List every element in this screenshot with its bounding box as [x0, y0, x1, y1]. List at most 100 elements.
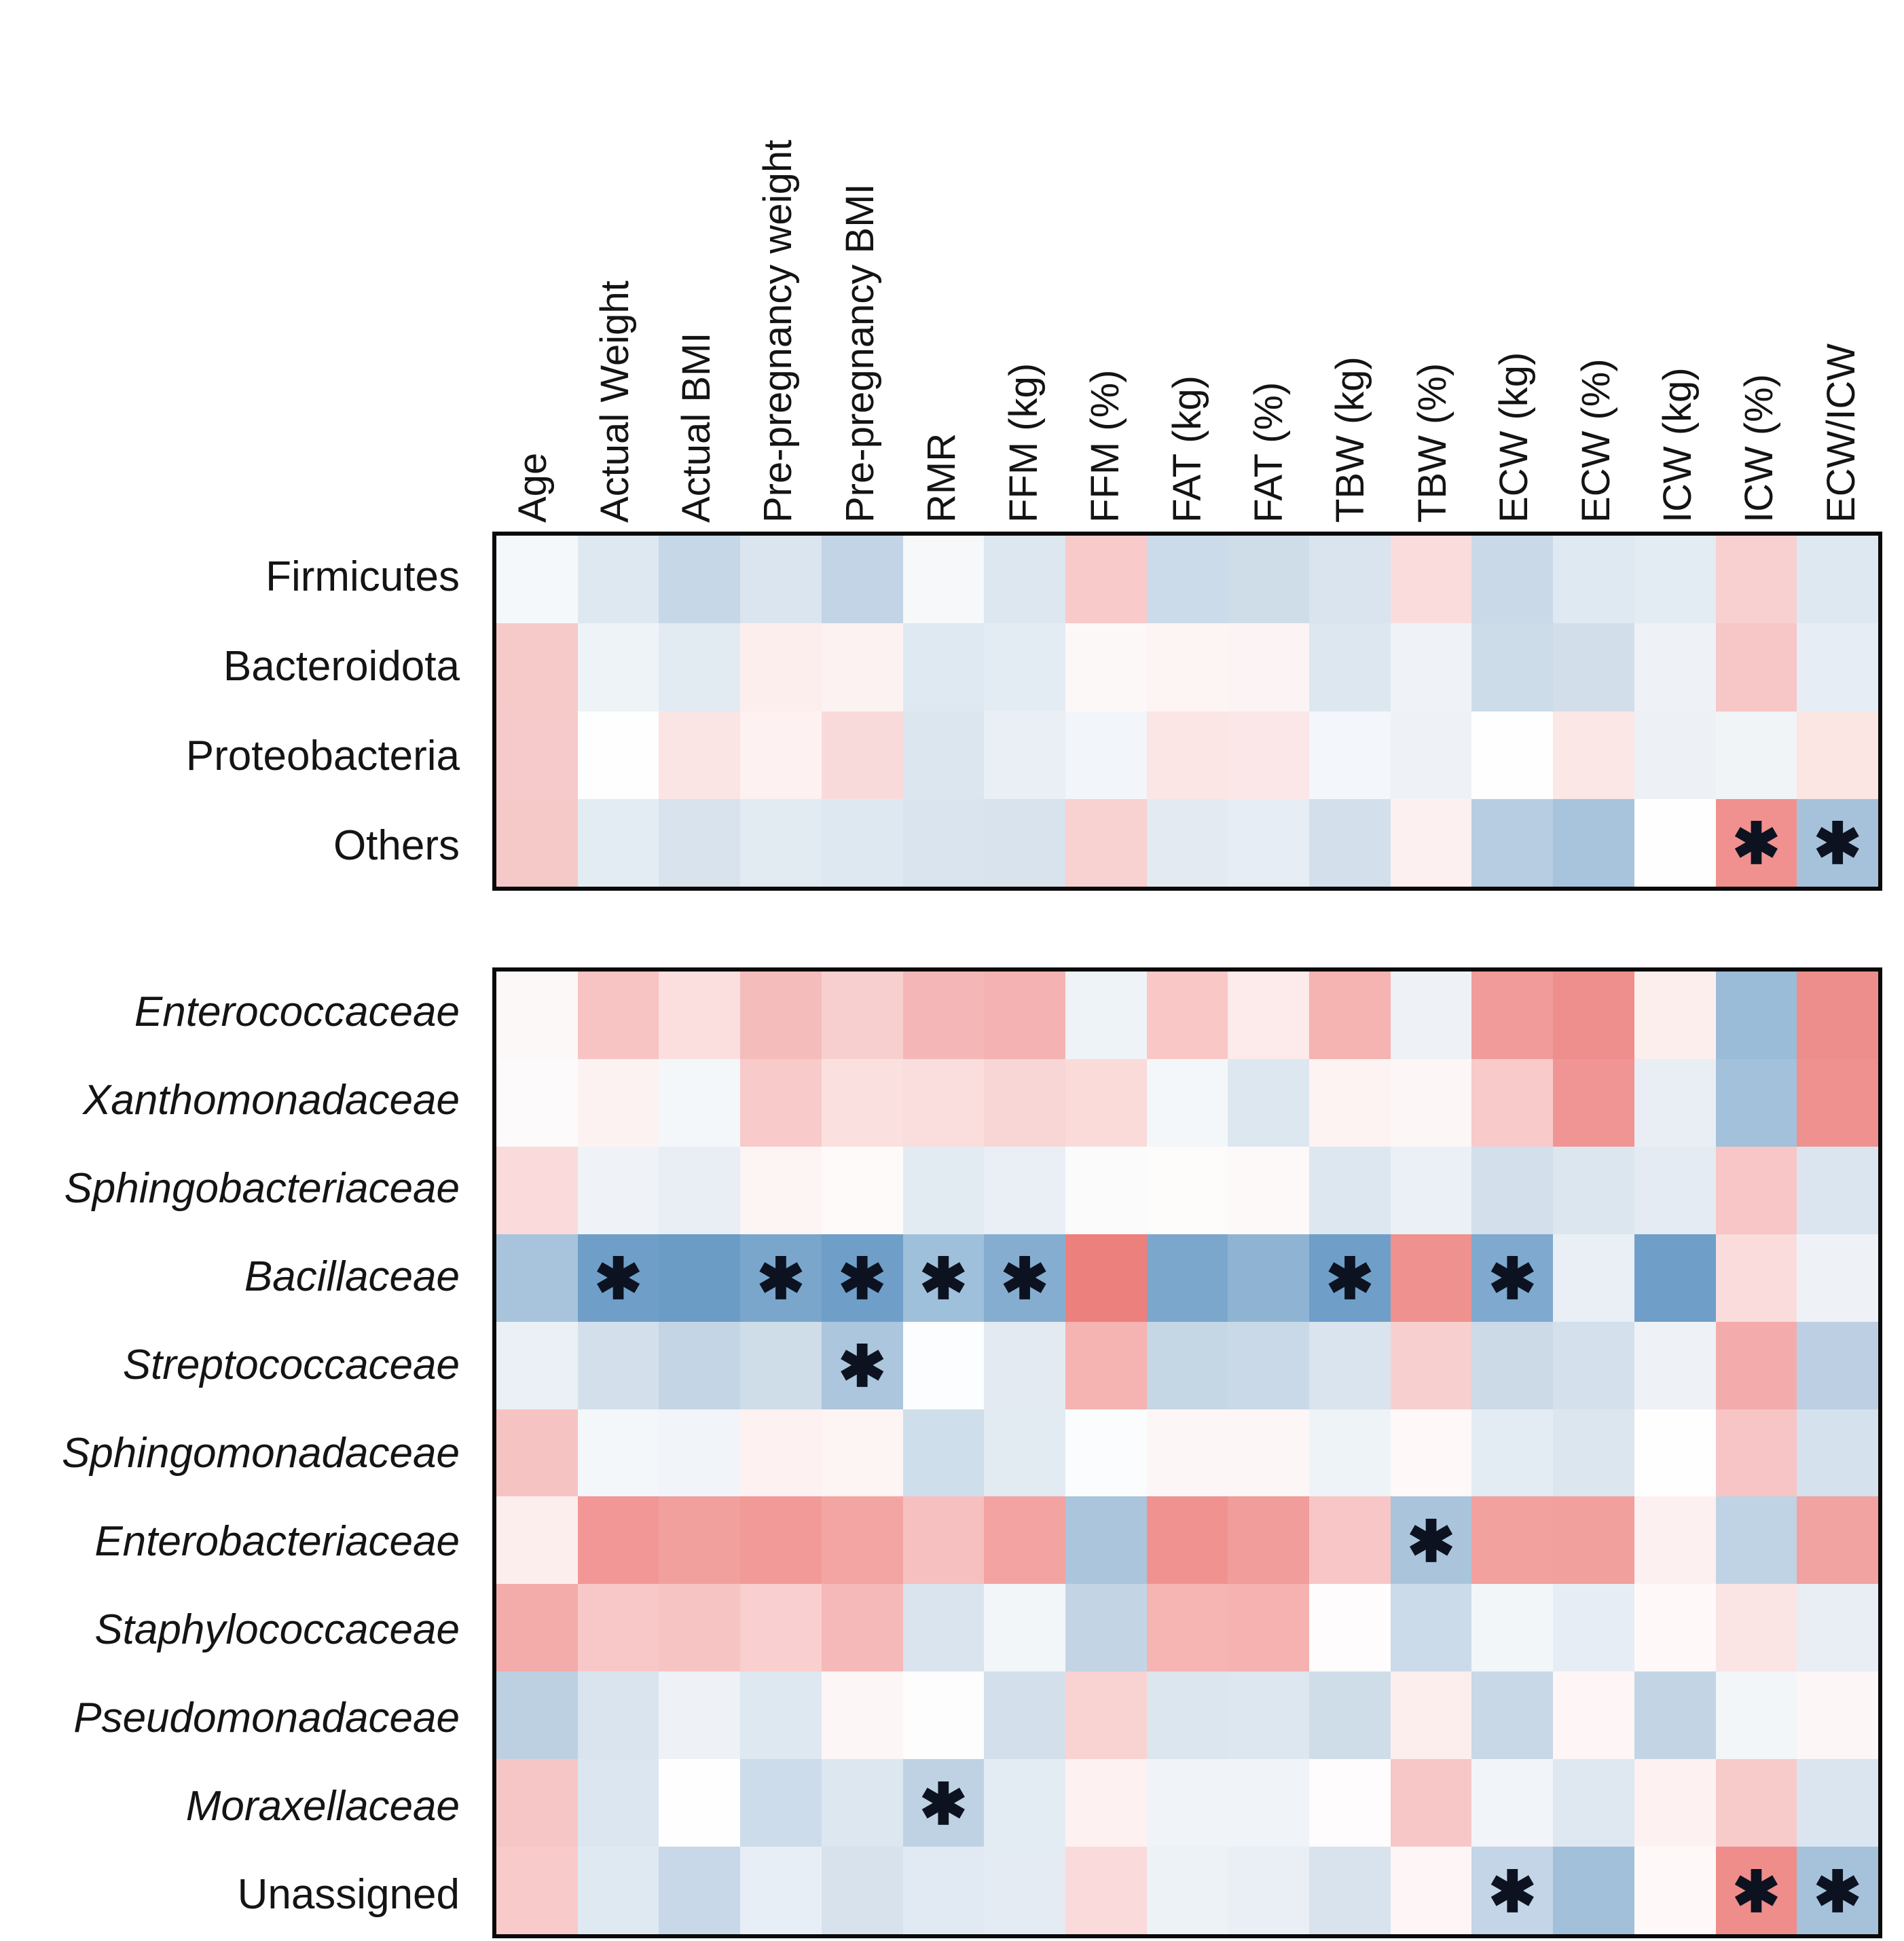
heatmap-cell	[1553, 623, 1634, 711]
heatmap-cell	[1797, 1321, 1878, 1409]
heatmap-cell	[1146, 623, 1228, 711]
heatmap-cell	[984, 1409, 1065, 1497]
heatmap-cell	[1715, 1409, 1797, 1497]
heatmap-cell	[984, 711, 1065, 799]
row-label: Xanthomonadaceae	[82, 1076, 460, 1124]
heatmap-cell	[659, 1496, 741, 1585]
heatmap-cell	[577, 798, 659, 887]
heatmap-cell	[577, 1409, 659, 1497]
heatmap-cell	[902, 711, 985, 799]
heatmap-cell	[1228, 798, 1310, 887]
family-heatmap-panel: ✱ ✱ ✱ ✱ ✱ ✱ ✱ ✱ ✱ ✱ ✱ ✱ ✱	[492, 967, 1882, 1938]
heatmap-cell	[1715, 623, 1797, 711]
heatmap-cell	[984, 1847, 1065, 1934]
heatmap-cell	[1634, 1496, 1716, 1585]
heatmap-cell	[496, 1321, 578, 1409]
heatmap-cell	[1309, 1584, 1391, 1672]
column-header: FFM (kg)	[1001, 363, 1046, 523]
heatmap-cell	[1146, 1759, 1228, 1847]
significance-asterisk: ✱	[1732, 1860, 1780, 1924]
heatmap-cell	[1634, 1234, 1716, 1322]
heatmap-cell	[740, 1321, 822, 1409]
heatmap-cell	[740, 798, 822, 887]
heatmap-cell: ✱	[1715, 798, 1797, 887]
heatmap-cell	[1797, 1234, 1878, 1322]
heatmap-cell: ✱	[1471, 1234, 1554, 1322]
heatmap-cell	[1065, 1671, 1147, 1760]
row-label: Others	[333, 822, 460, 870]
heatmap-cell	[1553, 711, 1634, 799]
heatmap-cell	[1065, 972, 1147, 1059]
heatmap-cell	[740, 1146, 822, 1234]
heatmap-cell	[821, 1146, 903, 1234]
heatmap-cell	[496, 1496, 578, 1585]
heatmap-cell	[1146, 1146, 1228, 1234]
heatmap-cell	[821, 536, 903, 624]
heatmap-cell	[902, 623, 985, 711]
heatmap-cell	[577, 1321, 659, 1409]
heatmap-cell	[1228, 1409, 1310, 1497]
heatmap-cell	[740, 1496, 822, 1585]
heatmap-cell	[1390, 711, 1472, 799]
heatmap-cell	[984, 798, 1065, 887]
heatmap-cell	[1471, 1058, 1554, 1147]
heatmap-cell	[659, 1409, 741, 1497]
heatmap-cell	[1309, 972, 1391, 1059]
column-header: ICW (%)	[1737, 373, 1782, 523]
heatmap-cell	[496, 972, 578, 1059]
heatmap-cell	[1146, 798, 1228, 887]
heatmap-cell	[740, 1759, 822, 1847]
heatmap-cell	[1228, 1671, 1310, 1760]
row-label: Pseudomonadaceae	[73, 1694, 460, 1741]
heatmap-cell	[1634, 798, 1716, 887]
heatmap-cell	[1634, 1584, 1716, 1672]
heatmap-cell	[821, 1496, 903, 1585]
heatmap-cell	[659, 1847, 741, 1934]
row-label: Bacteroidota	[223, 642, 460, 690]
heatmap-cell	[659, 1584, 741, 1672]
heatmap-cell	[1309, 798, 1391, 887]
heatmap-cell	[496, 1759, 578, 1847]
heatmap-cell	[821, 623, 903, 711]
column-header: ECW (kg)	[1492, 352, 1537, 523]
heatmap-cell	[659, 1321, 741, 1409]
heatmap-cell	[1634, 623, 1716, 711]
row-label: Firmicutes	[266, 553, 460, 600]
column-header: Pre-pregnancy BMI	[837, 183, 882, 523]
heatmap-cell	[821, 1847, 903, 1934]
heatmap-cell	[1309, 1847, 1391, 1934]
heatmap-cell	[1471, 1146, 1554, 1234]
heatmap-cell	[1228, 1058, 1310, 1147]
heatmap-cell	[1797, 1671, 1878, 1760]
heatmap-cell	[740, 711, 822, 799]
heatmap-cell	[984, 1671, 1065, 1760]
significance-asterisk: ✱	[919, 1246, 968, 1311]
heatmap-cell	[902, 1671, 985, 1760]
significance-asterisk: ✱	[1488, 1246, 1537, 1311]
heatmap-cell	[821, 798, 903, 887]
heatmap-cell	[1228, 623, 1310, 711]
heatmap-cell	[577, 972, 659, 1059]
heatmap-cell	[496, 1584, 578, 1672]
heatmap-cell	[1309, 1058, 1391, 1147]
significance-asterisk: ✱	[1813, 1860, 1862, 1924]
significance-asterisk: ✱	[1000, 1246, 1049, 1311]
heatmap-cell	[1797, 1409, 1878, 1497]
significance-asterisk: ✱	[838, 1246, 886, 1311]
heatmap-cell	[1471, 711, 1554, 799]
row-label: Sphingobacteriaceae	[64, 1164, 460, 1212]
heatmap-cell	[577, 1584, 659, 1672]
heatmap-cell	[496, 1234, 578, 1322]
heatmap-cell	[1634, 972, 1716, 1059]
heatmap-cell	[1390, 1234, 1472, 1322]
phylum-heatmap-panel: ✱ ✱	[492, 532, 1882, 891]
column-header: TBW (%)	[1410, 363, 1454, 523]
heatmap-cell	[902, 1321, 985, 1409]
heatmap-cell	[984, 1496, 1065, 1585]
significance-asterisk: ✱	[594, 1246, 642, 1311]
heatmap-cell	[577, 711, 659, 799]
heatmap-cell	[1471, 1671, 1554, 1760]
heatmap-cell	[1634, 1671, 1716, 1760]
heatmap-cell	[1146, 1847, 1228, 1934]
